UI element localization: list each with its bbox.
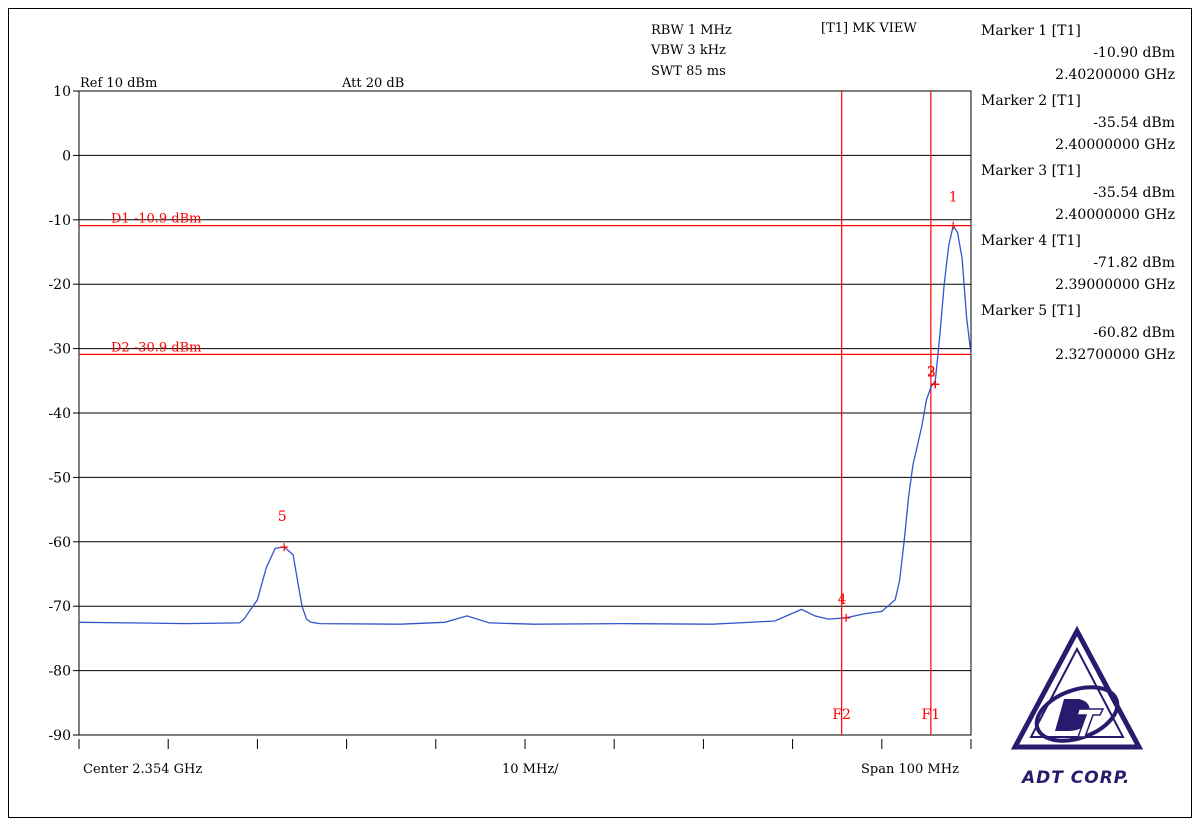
- marker-3-name: Marker 3 [T1]: [981, 163, 1081, 179]
- marker-2-label: 2: [927, 364, 936, 380]
- center-frequency-label: Center 2.354 GHz: [83, 762, 203, 777]
- marker-4-level: -71.82 dBm: [1093, 255, 1175, 271]
- y-tick-label: -10: [48, 213, 71, 229]
- y-tick-label: -80: [48, 664, 71, 680]
- display-line-label: D1 -10.9 dBm: [111, 212, 202, 227]
- view-mode-label: [T1] MK VIEW: [821, 21, 917, 36]
- y-tick-label: -60: [48, 535, 71, 551]
- marker-1-freq: 2.40200000 GHz: [1055, 67, 1175, 83]
- marker-1-label: 1: [949, 190, 958, 206]
- analyzer-screen: Ref 10 dBm Att 20 dB RBW 1 MHz VBW 3 kHz…: [8, 8, 1192, 818]
- y-tick-label: -50: [48, 470, 71, 486]
- marker-5-level: -60.82 dBm: [1093, 325, 1175, 341]
- display-line-label: D2 -30.9 dBm: [111, 340, 202, 355]
- y-tick-label: -20: [48, 277, 71, 293]
- marker-5-freq: 2.32700000 GHz: [1055, 347, 1175, 363]
- ref-level-label: Ref 10 dBm: [80, 76, 158, 91]
- marker-4-label: 4: [838, 592, 847, 608]
- marker-1-level: -10.90 dBm: [1093, 45, 1175, 61]
- marker-3-level: -35.54 dBm: [1093, 185, 1175, 201]
- logo-text: ADT CORP.: [1022, 768, 1131, 788]
- marker-4-name: Marker 4 [T1]: [981, 233, 1081, 249]
- freq-line-label: F1: [922, 707, 941, 723]
- marker-2-freq: 2.40000000 GHz: [1055, 137, 1175, 153]
- y-tick-label: -40: [48, 406, 71, 422]
- y-tick-label: -70: [48, 599, 71, 615]
- freq-line-label: F2: [832, 707, 851, 723]
- rbw-label: RBW 1 MHz: [651, 23, 732, 38]
- marker-5-name: Marker 5 [T1]: [981, 303, 1081, 319]
- spectrum-chart: 10 0 -10 -20 -30 -40 -50 -60 -70 -80 -90 D1 -10.9 d…: [48, 84, 972, 749]
- marker-1-name: Marker 1 [T1]: [981, 23, 1081, 39]
- y-tick-label: -90: [48, 728, 71, 744]
- spectrum-trace: [78, 223, 972, 625]
- attenuation-label: Att 20 dB: [342, 76, 405, 91]
- y-tick-label: -30: [48, 342, 71, 358]
- division-label: 10 MHz/: [502, 762, 559, 777]
- y-tick-label: 0: [62, 148, 71, 164]
- marker-2-level: -35.54 dBm: [1093, 115, 1175, 131]
- marker-3-label: 3: [927, 364, 936, 380]
- marker-5-label: 5: [278, 509, 287, 525]
- span-label: Span 100 MHz: [861, 762, 959, 777]
- sweep-time-label: SWT 85 ms: [651, 64, 726, 79]
- vbw-label: VBW 3 kHz: [651, 43, 726, 58]
- y-tick-label: 10: [53, 84, 71, 100]
- marker-4-freq: 2.39000000 GHz: [1055, 277, 1175, 293]
- marker-2-name: Marker 2 [T1]: [981, 93, 1081, 109]
- marker-3-freq: 2.40000000 GHz: [1055, 207, 1175, 223]
